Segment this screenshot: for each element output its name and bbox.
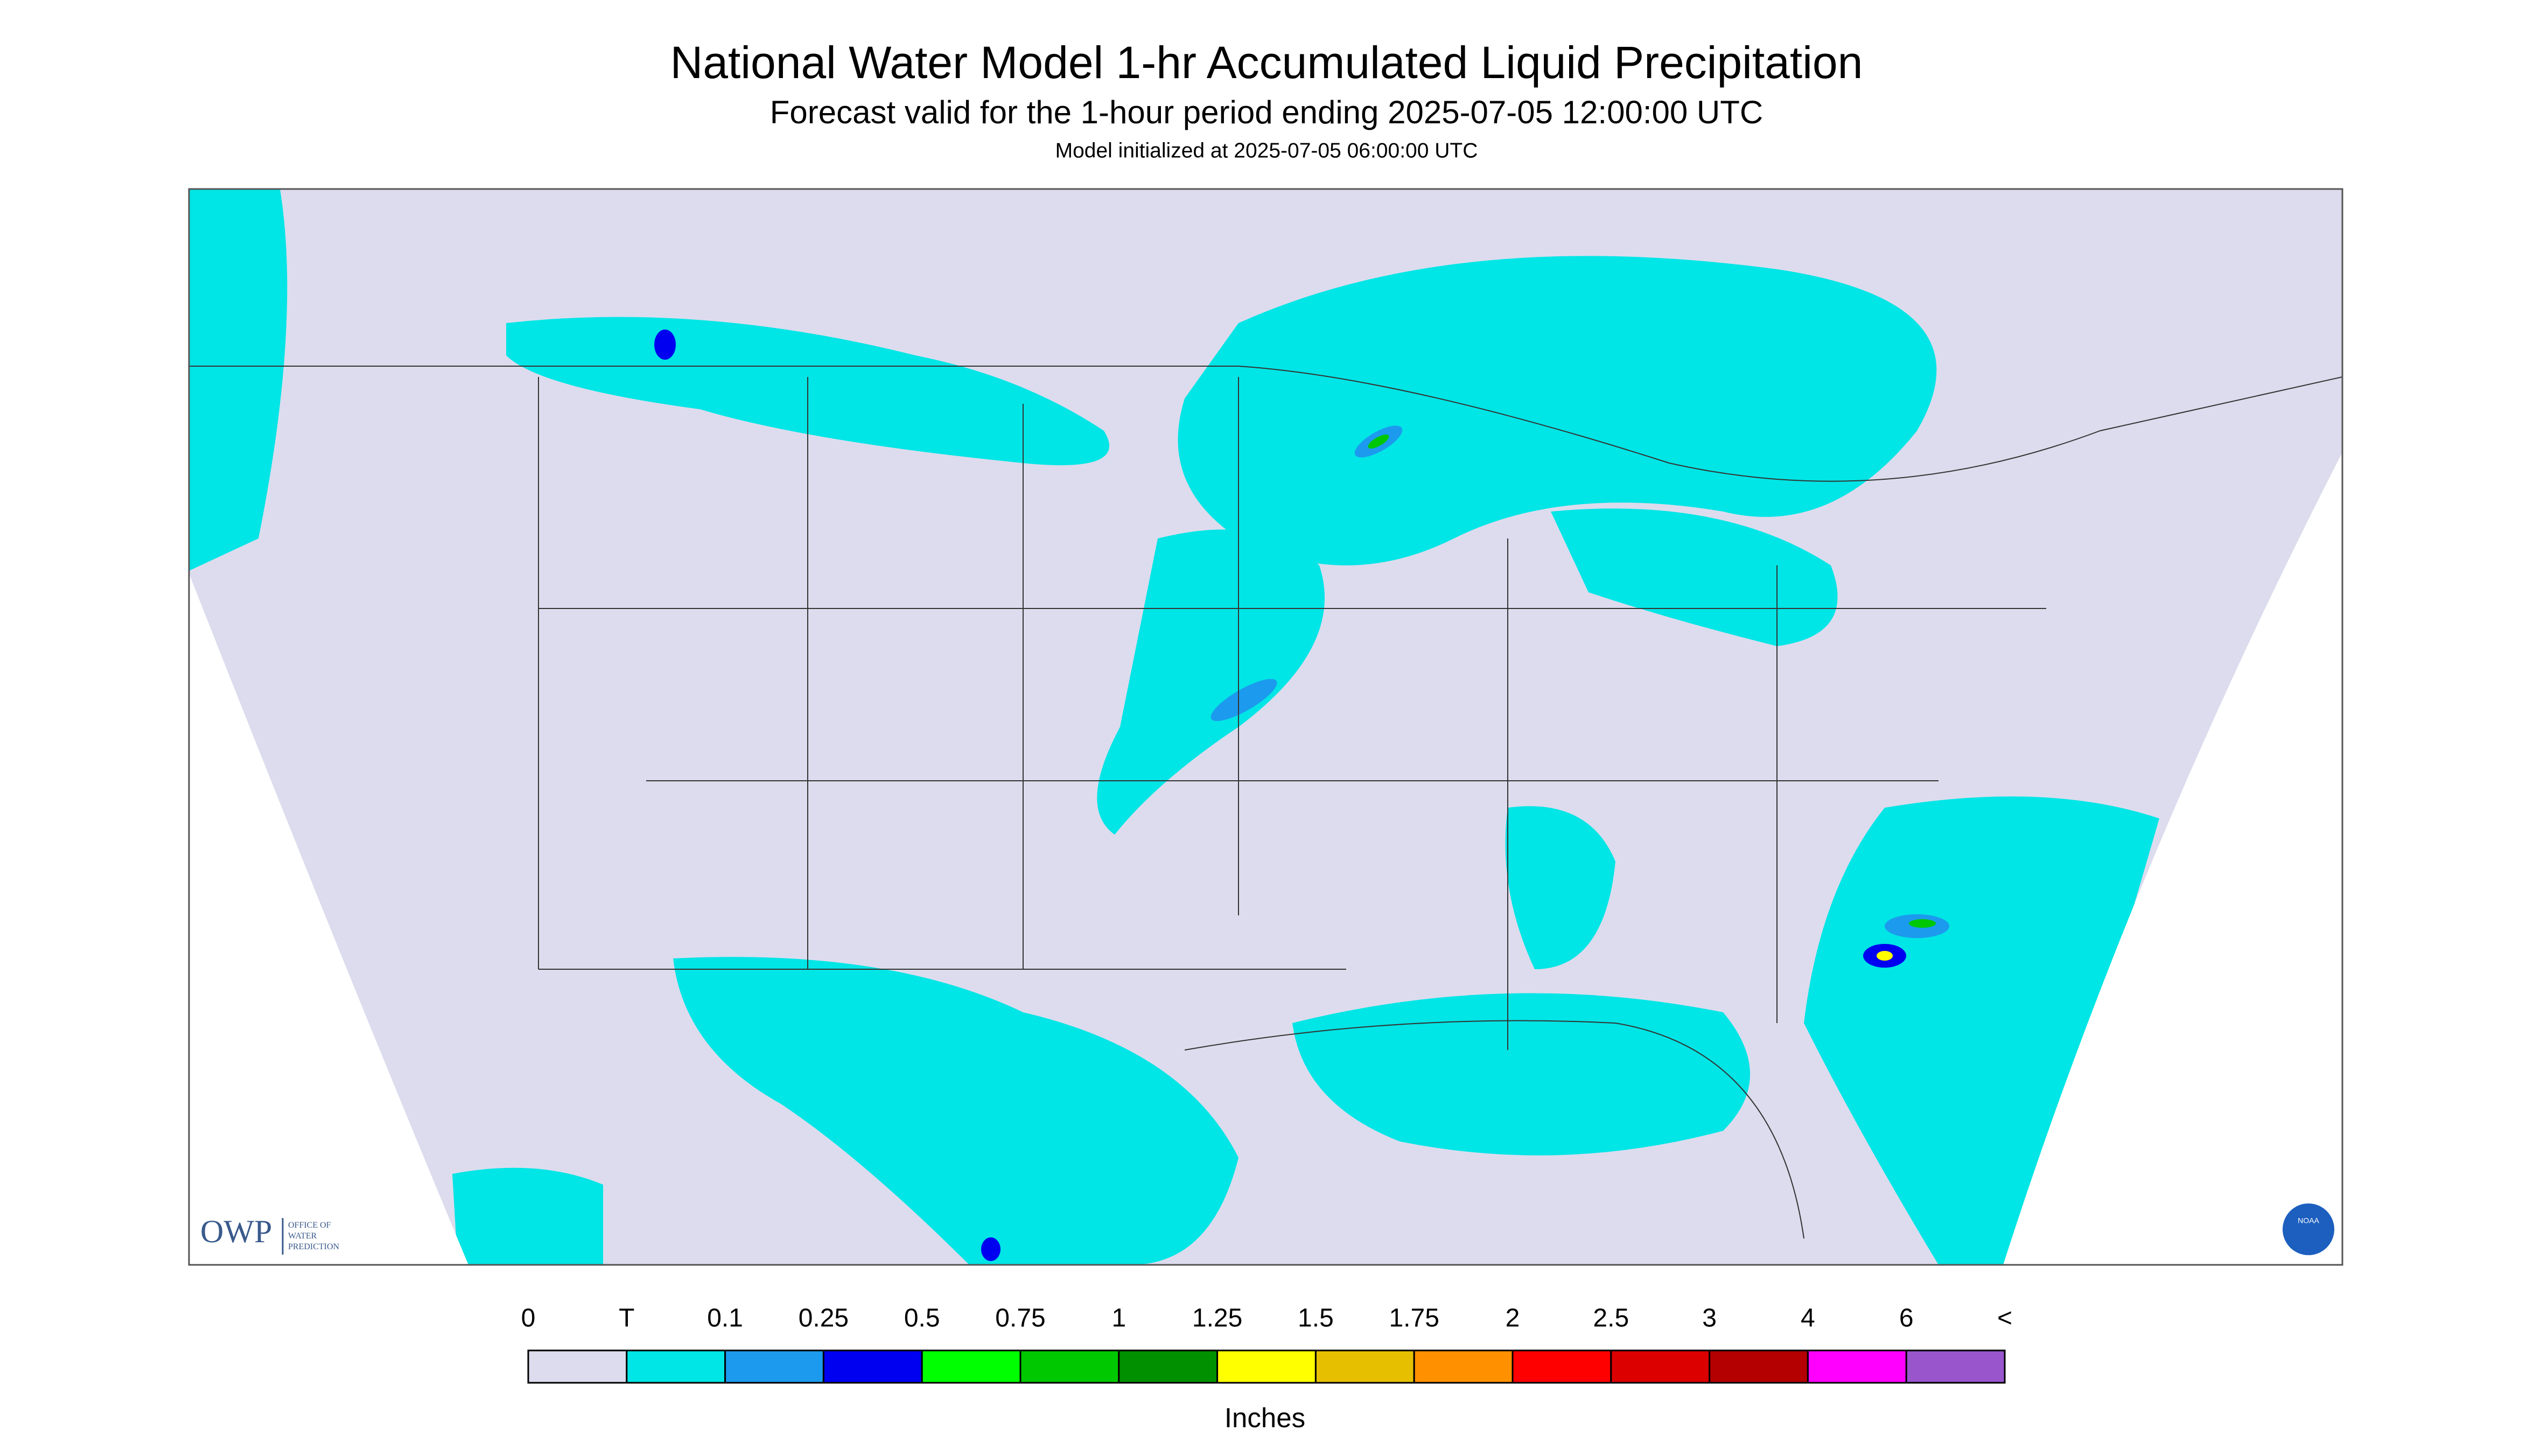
owp-text-line: OFFICE OF: [288, 1221, 331, 1230]
legend-label: <: [1997, 1304, 2012, 1333]
map-area: [189, 189, 2342, 1265]
legend-label: 2.5: [1593, 1304, 1629, 1333]
legend-label: 3: [1702, 1304, 1717, 1333]
legend-swatch: [1709, 1349, 1809, 1384]
legend-swatch: [1905, 1349, 2006, 1384]
boundaries: [189, 366, 2342, 1239]
map-frame: [188, 188, 2343, 1266]
legend-swatch: [1512, 1349, 1612, 1384]
owp-text-line: WATER: [288, 1231, 317, 1241]
legend-swatch: [1610, 1349, 1711, 1384]
legend-units: Inches: [1224, 1402, 1305, 1433]
legend-label: 1.5: [1298, 1304, 1334, 1333]
owp-text-line: PREDICTION: [288, 1242, 340, 1251]
legend-label: 4: [1801, 1304, 1815, 1333]
legend-swatch: [724, 1349, 824, 1384]
legend-swatch: [527, 1349, 628, 1384]
legend: 0 T 0.1 0.25 0.5 0.75 1 1.25 1.5 1.75 2 2.5 3 4 6 <: [521, 1304, 2012, 1384]
legend-label: 1.25: [1192, 1304, 1242, 1333]
legend-label: 1: [1111, 1304, 1126, 1333]
legend-label: 0: [521, 1304, 536, 1333]
precip-heavier: [654, 330, 1949, 1261]
legend-label: 0.5: [904, 1304, 940, 1333]
legend-label: T: [619, 1304, 634, 1333]
legend-label: 1.75: [1389, 1304, 1439, 1333]
legend-swatch: [1314, 1349, 1415, 1384]
legend-swatch: [1118, 1349, 1219, 1384]
legend-label: 0.1: [707, 1304, 743, 1333]
legend-swatch: [1413, 1349, 1514, 1384]
subtitle: Forecast valid for the 1-hour period end…: [770, 94, 1763, 130]
legend-swatch: [822, 1349, 923, 1384]
precip-trace: [189, 189, 2159, 1265]
legend-label: 0.25: [799, 1304, 849, 1333]
title: National Water Model 1-hr Accumulated Li…: [670, 37, 1863, 88]
legend-swatch: [1807, 1349, 1907, 1384]
legend-swatch: [1019, 1349, 1120, 1384]
legend-swatch: [626, 1349, 726, 1384]
noaa-text: NOAA: [2298, 1216, 2319, 1225]
legend-label: 6: [1899, 1304, 1914, 1333]
legend-label: 2: [1506, 1304, 1520, 1333]
legend-label: 0.75: [995, 1304, 1045, 1333]
owp-logo: OWP: [200, 1214, 272, 1249]
noaa-logo: [2283, 1203, 2334, 1255]
legend-swatch: [1216, 1349, 1317, 1384]
legend-swatch: [921, 1349, 1021, 1384]
init-time: Model initialized at 2025-07-05 06:00:00…: [1055, 139, 1478, 162]
